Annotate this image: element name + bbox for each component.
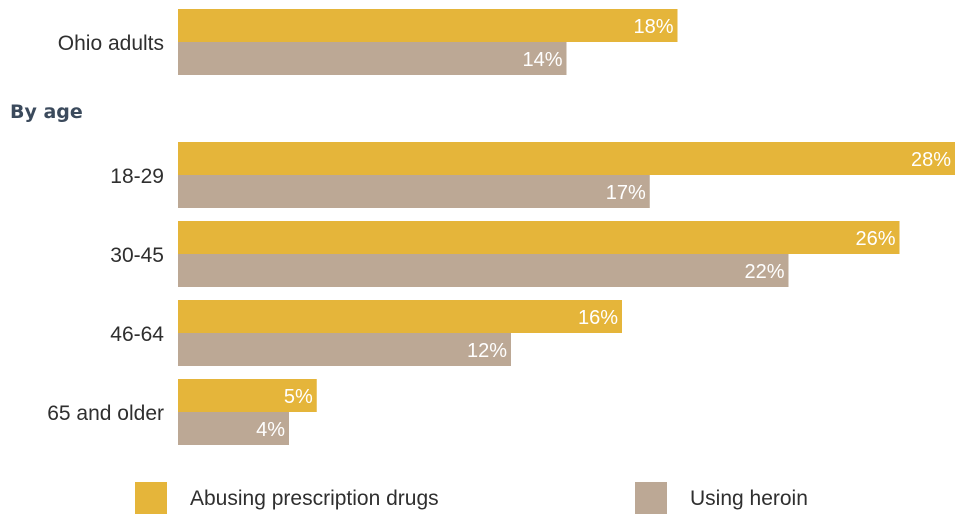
section-labels: By age bbox=[10, 101, 83, 123]
value-label-abusing-prescription-drugs-65-and-older: 5% bbox=[284, 386, 313, 408]
value-label-abusing-prescription-drugs-46-64: 16% bbox=[578, 307, 618, 329]
value-label-using-heroin-ohio-adults: 14% bbox=[522, 49, 562, 71]
bar-using-heroin-30-45 bbox=[178, 254, 789, 287]
bar-abusing-prescription-drugs-18-29 bbox=[178, 142, 955, 175]
value-label-using-heroin-30-45: 22% bbox=[744, 261, 784, 283]
section-label-by-age: By age bbox=[10, 101, 83, 123]
value-labels: 18% 14% 28% 17% 26% 22% 16% 12% 5% 4% bbox=[256, 16, 951, 441]
bar-abusing-prescription-drugs-ohio-adults bbox=[178, 9, 678, 42]
value-label-abusing-prescription-drugs-ohio-adults: 18% bbox=[633, 16, 673, 38]
bar-using-heroin-46-64 bbox=[178, 333, 511, 366]
value-label-abusing-prescription-drugs-30-45: 26% bbox=[855, 228, 895, 250]
value-label-using-heroin-46-64: 12% bbox=[467, 340, 507, 362]
bar-using-heroin-ohio-adults bbox=[178, 42, 567, 75]
legend-label-abusing-prescription-drugs: Abusing prescription drugs bbox=[190, 487, 439, 510]
category-label-46-64: 46-64 bbox=[110, 323, 164, 346]
legend-label-using-heroin: Using heroin bbox=[690, 487, 808, 510]
legend-swatch-using-heroin bbox=[635, 482, 667, 514]
bar-using-heroin-18-29 bbox=[178, 175, 650, 208]
bars bbox=[178, 9, 955, 445]
category-labels: Ohio adults 18-29 30-45 46-64 65 and older bbox=[47, 32, 164, 425]
value-label-using-heroin-65-and-older: 4% bbox=[256, 419, 285, 441]
bar-abusing-prescription-drugs-30-45 bbox=[178, 221, 900, 254]
bar-using-heroin-65-and-older bbox=[178, 412, 289, 445]
legend-swatch-abusing-prescription-drugs bbox=[135, 482, 167, 514]
category-label-65-and-older: 65 and older bbox=[47, 402, 164, 425]
category-label-30-45: 30-45 bbox=[110, 244, 164, 267]
value-label-using-heroin-18-29: 17% bbox=[606, 182, 646, 204]
bar-abusing-prescription-drugs-65-and-older bbox=[178, 379, 317, 412]
bar-abusing-prescription-drugs-46-64 bbox=[178, 300, 622, 333]
category-label-18-29: 18-29 bbox=[110, 165, 164, 188]
category-label-ohio-adults: Ohio adults bbox=[58, 32, 164, 55]
value-label-abusing-prescription-drugs-18-29: 28% bbox=[911, 149, 951, 171]
legend: Abusing prescription drugs Using heroin bbox=[135, 482, 808, 514]
